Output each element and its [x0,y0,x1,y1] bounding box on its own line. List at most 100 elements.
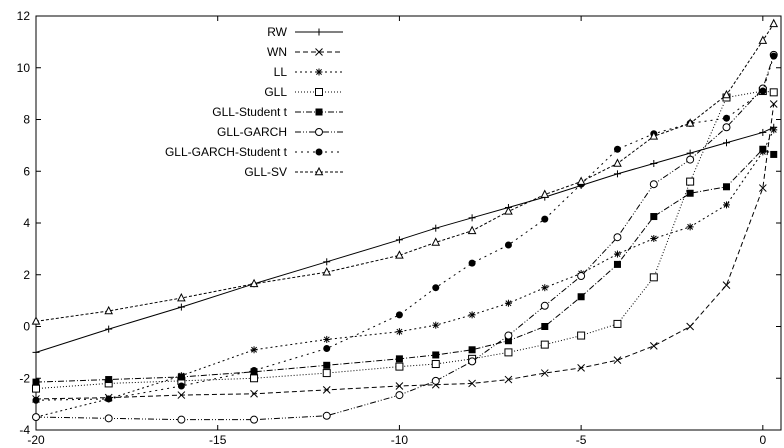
legend-entry: GLL-GARCH [217,125,343,139]
data-point [540,301,549,310]
data-point [769,100,778,108]
data-point [105,325,113,333]
data-point [504,299,512,307]
legend-entry: LL [274,65,343,79]
data-point [322,411,331,420]
data-point [541,215,549,223]
data-point [315,148,323,156]
legend-entry: WN [267,45,343,59]
data-point [540,340,549,349]
data-point [322,386,331,394]
data-point [722,123,731,132]
data-point [250,366,258,374]
data-point [770,126,778,134]
data-point [577,331,586,340]
data-point [613,356,622,364]
series-line [35,148,774,383]
data-point [250,389,258,398]
y-tick-label: -4 [19,423,30,437]
y-tick-label: -2 [19,371,30,385]
data-point [504,337,512,345]
legend-label: GLL-Student t [212,105,287,119]
legend-label: GLL [264,85,287,99]
data-point [395,250,404,259]
legend-entry: GLL-Student t [212,105,343,119]
data-point [395,236,403,244]
data-point [613,145,621,153]
data-point [431,237,441,246]
series-gll-student-t [32,145,778,386]
data-point [613,158,622,167]
data-point [504,206,513,215]
data-point [250,346,258,354]
data-point [315,28,323,36]
legend-entry: GLL [264,85,343,99]
data-point [314,166,324,176]
data-point [613,260,621,268]
data-point [686,322,694,331]
data-point [395,382,404,390]
data-point [32,396,40,404]
data-point [759,145,767,153]
data-point [540,369,549,377]
data-point [722,89,731,99]
data-point [468,311,476,319]
data-point [649,342,658,350]
data-point [395,311,403,319]
data-point [722,114,730,122]
data-point [322,267,332,276]
y-tick-label: 2 [23,268,30,282]
data-point [722,281,731,289]
data-point [650,159,658,167]
series-line [35,55,775,401]
data-point [758,184,767,192]
data-point [468,357,477,366]
data-point [177,303,185,311]
data-point [177,382,185,390]
y-tick-label: 6 [23,164,30,178]
data-point [613,170,621,178]
data-point [577,293,585,301]
data-point [315,68,323,76]
data-point [722,201,730,209]
x-tick-label: -10 [391,433,409,447]
data-point [541,323,549,330]
data-point [177,415,186,424]
series-rw [32,123,778,356]
series-line [35,54,775,421]
data-point [249,278,259,288]
data-point [686,155,695,164]
series-layer [31,18,779,424]
y-tick-label: 10 [17,61,31,75]
data-point [32,378,40,386]
data-point [104,414,113,423]
series-gll-garch-student-t [32,52,778,404]
legend-entry: GLL-GARCH-Student t [165,145,343,159]
series-line [35,103,775,400]
data-point [468,214,476,222]
data-point [431,360,440,369]
data-point [759,128,767,136]
data-point [504,241,512,249]
data-point [432,284,440,292]
legend-entry: GLL-SV [244,165,343,179]
data-point [504,331,513,340]
legend-label: WN [267,45,287,59]
data-point [32,413,40,422]
data-point [432,224,440,232]
data-point [431,376,440,385]
y-tick-label: 8 [23,113,30,127]
data-point [432,321,440,329]
data-point [613,319,622,328]
data-point [770,150,778,158]
data-point [649,273,658,282]
data-point [104,305,114,315]
legend-label: GLL-SV [244,165,287,179]
data-point [686,149,694,157]
x-tick-label: -15 [209,433,227,447]
plot-frame [35,15,782,431]
data-point [315,88,323,96]
series-line [35,90,774,390]
legend-entry: RW [267,25,343,39]
